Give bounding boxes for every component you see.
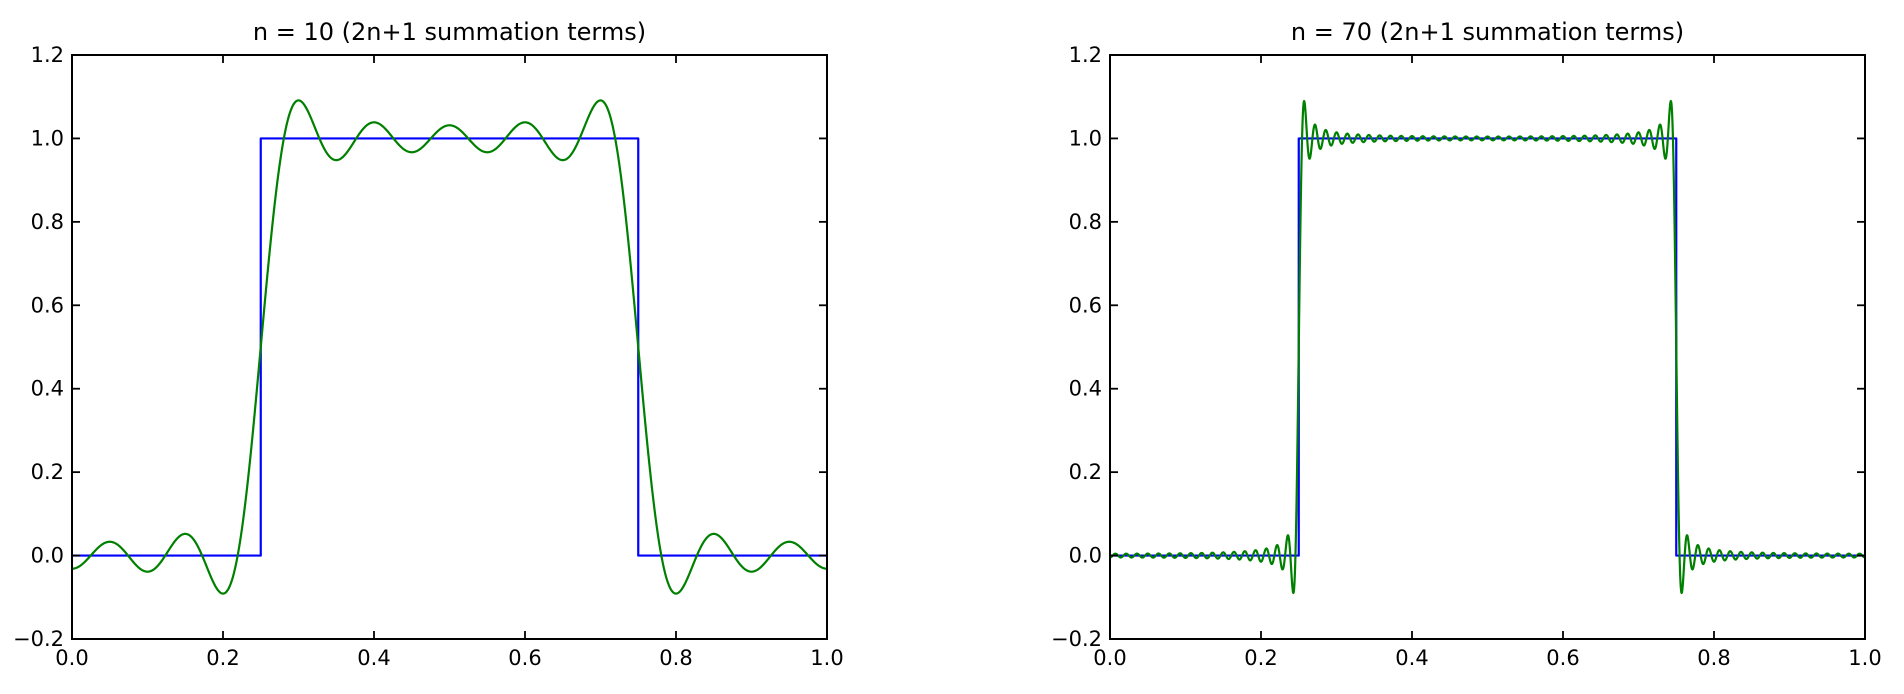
y-tick-label: 0.0 [31, 544, 64, 568]
axes-frame [1109, 54, 1866, 640]
y-tick-label: 1.0 [1069, 126, 1102, 150]
left-chart-title: n = 10 (2n+1 summation terms) [252, 18, 647, 46]
y-tick-label: −0.2 [1051, 627, 1102, 651]
x-tick-label: 0.8 [659, 646, 692, 670]
left-chart-svg: 0.0 0.2 0.4 0.6 0.8 1.0−0.20.00.20.40.60.81.0… [13, 43, 844, 670]
x-tick-label: 0.0 [55, 646, 88, 670]
y-tick-label: 0.4 [31, 377, 64, 401]
y-tick-label: 0.2 [31, 460, 64, 484]
y-tick-label: 1.2 [1069, 43, 1102, 67]
x-tick-label: 0.6 [1546, 646, 1579, 670]
y-tick-label: 0.8 [31, 210, 64, 234]
y-tick-label: −0.2 [13, 627, 64, 651]
y-tick-label: 0.0 [1069, 544, 1102, 568]
y-tick-label: 1.2 [31, 43, 64, 67]
x-tick-label: 1.0 [1848, 646, 1881, 670]
y-tick-label: 0.6 [31, 293, 64, 317]
y-tick-label: 0.4 [1069, 377, 1102, 401]
x-tick-label: 0.2 [1244, 646, 1277, 670]
y-tick-label: 1.0 [31, 126, 64, 150]
right-chart-title: n = 70 (2n+1 summation terms) [1290, 18, 1685, 46]
x-tick-label: 0.6 [508, 646, 541, 670]
y-tick-label: 0.8 [1069, 210, 1102, 234]
y-tick-label: 0.6 [1069, 293, 1102, 317]
x-tick-label: 0.2 [206, 646, 239, 670]
x-tick-label: 0.4 [357, 646, 390, 670]
x-tick-label: 0.4 [1395, 646, 1428, 670]
y-tick-label: 0.2 [1069, 460, 1102, 484]
axes-frame [71, 54, 828, 640]
x-tick-label: 0.8 [1697, 646, 1730, 670]
fourier-partial-sum-line [1108, 99, 1867, 595]
x-tick-label: 0.0 [1093, 646, 1126, 670]
fourier-partial-sum-line [70, 99, 829, 595]
right-chart-svg: 0.0 0.2 0.4 0.6 0.8 1.0−0.20.00.20.40.60.81.0… [1051, 43, 1882, 670]
x-tick-label: 1.0 [810, 646, 843, 670]
square-wave-line [70, 137, 829, 557]
square-wave-line [1108, 137, 1867, 557]
